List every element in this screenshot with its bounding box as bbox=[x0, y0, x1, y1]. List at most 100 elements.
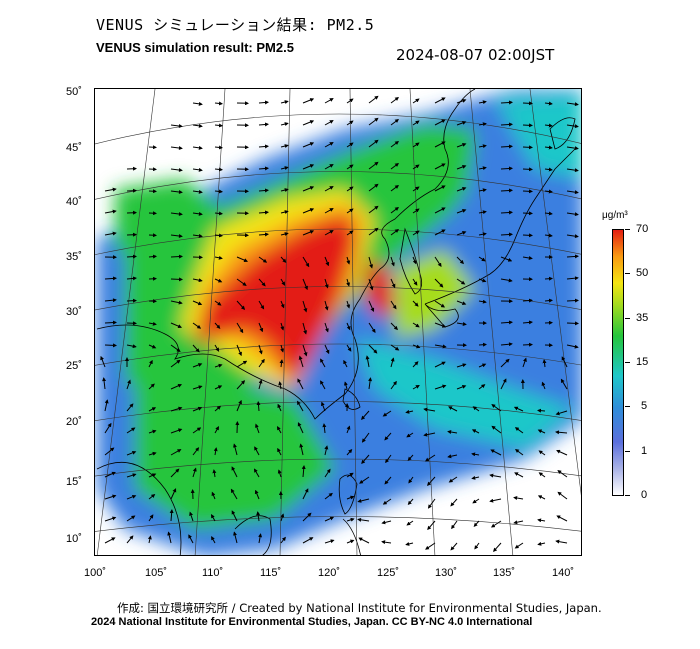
wind-arrow bbox=[456, 278, 466, 285]
wind-arrow bbox=[561, 356, 568, 368]
wind-arrow bbox=[456, 99, 467, 104]
wind-arrow bbox=[148, 473, 157, 478]
wind-arrow bbox=[148, 383, 155, 390]
wind-arrow bbox=[434, 119, 446, 126]
wind-arrow bbox=[258, 100, 269, 105]
wind-arrow bbox=[365, 355, 370, 368]
wind-arrow bbox=[100, 355, 106, 368]
wind-arrow bbox=[434, 97, 446, 104]
colorbar-label: 35 bbox=[636, 312, 649, 324]
wind-arrow bbox=[566, 254, 579, 259]
wind-arrow bbox=[302, 208, 315, 214]
wind-arrow bbox=[254, 489, 260, 500]
wind-arrow bbox=[324, 344, 330, 355]
wind-arrow bbox=[324, 468, 331, 478]
wind-arrow bbox=[491, 404, 502, 412]
wind-arrow bbox=[254, 446, 260, 456]
wind-arrow bbox=[324, 120, 334, 126]
wind-arrow bbox=[258, 322, 264, 333]
wind-arrow bbox=[478, 299, 487, 304]
lat-label: 10˚ bbox=[66, 533, 82, 545]
wind-arrow bbox=[357, 498, 370, 503]
wind-arrow bbox=[478, 256, 486, 262]
wind-arrow bbox=[214, 211, 223, 216]
wind-arrow bbox=[211, 536, 216, 544]
wind-arrow bbox=[544, 145, 553, 150]
wind-arrow bbox=[406, 432, 414, 438]
wind-arrow bbox=[359, 476, 370, 484]
wind-arrow bbox=[434, 300, 446, 308]
wind-arrow bbox=[302, 230, 315, 236]
wind-arrow bbox=[346, 120, 354, 126]
wind-arrow bbox=[522, 123, 533, 128]
wind-arrow bbox=[126, 298, 137, 303]
wind-arrow bbox=[170, 449, 182, 456]
colorbar-tick bbox=[625, 451, 630, 452]
wind-arrow bbox=[412, 186, 420, 192]
wind-arrow bbox=[104, 343, 117, 348]
wind-arrow bbox=[320, 358, 326, 368]
wind-arrow bbox=[148, 429, 157, 434]
wind-arrow bbox=[148, 359, 153, 368]
wind-arrow bbox=[407, 454, 414, 461]
wind-arrow bbox=[346, 208, 354, 214]
wind-arrow bbox=[500, 342, 513, 347]
wind-arrow bbox=[324, 256, 330, 267]
wind-arrow bbox=[368, 161, 379, 170]
wind-arrow bbox=[258, 122, 269, 127]
wind-arrow bbox=[425, 542, 436, 550]
wind-arrow bbox=[104, 187, 117, 192]
wind-arrow bbox=[471, 475, 480, 480]
colorbar-tick bbox=[625, 229, 630, 230]
wind-arrow bbox=[148, 493, 156, 500]
wind-arrow bbox=[346, 278, 351, 287]
wind-arrow bbox=[278, 381, 283, 390]
wind-arrow bbox=[296, 400, 304, 412]
lon-label: 120˚ bbox=[318, 567, 341, 579]
wind-arrow bbox=[346, 539, 355, 544]
wind-arrow bbox=[236, 380, 246, 390]
wind-arrow bbox=[343, 359, 348, 368]
wind-arrow bbox=[346, 186, 354, 192]
wind-vectors bbox=[100, 95, 579, 552]
wind-arrow bbox=[231, 466, 238, 478]
wind-arrow bbox=[298, 355, 304, 368]
wind-arrow bbox=[214, 300, 222, 306]
wind-arrow bbox=[192, 233, 203, 238]
wind-arrow bbox=[324, 98, 334, 104]
wind-arrow bbox=[522, 320, 533, 325]
title-japanese: VENUS シミュレーション結果: PM2.5 bbox=[96, 16, 375, 34]
wind-arrow bbox=[170, 168, 183, 173]
wind-arrow bbox=[478, 342, 487, 347]
wind-arrow bbox=[412, 230, 420, 236]
wind-arrow bbox=[472, 406, 480, 412]
wind-arrow bbox=[500, 210, 513, 215]
wind-arrow bbox=[381, 540, 392, 545]
wind-arrow bbox=[280, 322, 285, 331]
wind-arrow bbox=[390, 229, 400, 236]
wind-arrow bbox=[170, 277, 183, 282]
wind-arrow bbox=[456, 363, 467, 368]
wind-arrow bbox=[434, 278, 444, 288]
wind-arrow bbox=[258, 379, 263, 390]
wind-arrow bbox=[126, 403, 134, 412]
wind-arrow bbox=[148, 254, 157, 259]
wind-arrow bbox=[126, 515, 136, 522]
wind-arrow bbox=[236, 399, 242, 412]
wind-arrow bbox=[258, 278, 266, 287]
wind-arrow bbox=[255, 423, 260, 434]
wind-arrow bbox=[148, 344, 157, 349]
wind-arrow bbox=[556, 515, 568, 522]
lat-label: 15˚ bbox=[66, 476, 82, 488]
wind-arrow bbox=[537, 495, 546, 500]
wind-arrow bbox=[236, 360, 248, 368]
wind-arrow bbox=[280, 278, 286, 286]
wind-arrow bbox=[324, 208, 334, 214]
wind-arrow bbox=[385, 454, 392, 464]
credit-text: 作成: 国立環境研究所 / Created by National Instit… bbox=[117, 601, 602, 615]
wind-arrow bbox=[566, 276, 579, 281]
wind-arrow bbox=[513, 406, 524, 412]
wind-arrow bbox=[104, 231, 117, 236]
wind-arrow bbox=[301, 465, 306, 478]
wind-arrow bbox=[478, 144, 487, 149]
